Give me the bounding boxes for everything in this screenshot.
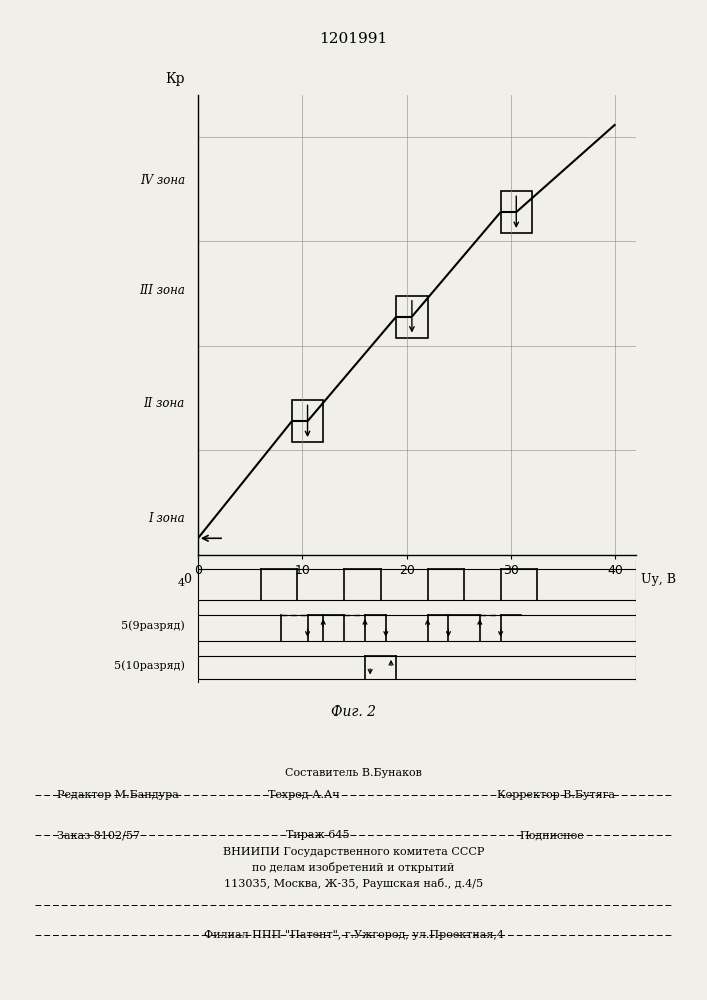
Text: Редактор М.Бандура: Редактор М.Бандура	[57, 790, 178, 800]
Text: Техред А.Ач: Техред А.Ач	[268, 790, 340, 800]
Text: ВНИИПИ Государственного комитета СССР: ВНИИПИ Государственного комитета СССР	[223, 847, 484, 857]
Text: III зона: III зона	[139, 284, 185, 297]
Text: Корректор В.Бутяга: Корректор В.Бутяга	[497, 790, 615, 800]
Bar	[501, 191, 532, 233]
Text: 4: 4	[177, 578, 185, 587]
Text: Филиал ППП "Патент", г.Ужгород, ул.Проектная,4: Филиал ППП "Патент", г.Ужгород, ул.Проек…	[204, 930, 503, 940]
Text: 5(10разряд): 5(10разряд)	[114, 660, 185, 671]
Text: Uу, В: Uу, В	[641, 573, 676, 586]
Text: 113035, Москва, Ж-35, Раушская наб., д.4/5: 113035, Москва, Ж-35, Раушская наб., д.4…	[224, 878, 483, 889]
Text: Тираж 645: Тираж 645	[286, 830, 350, 840]
Bar	[292, 400, 323, 442]
Text: 1201991: 1201991	[320, 32, 387, 46]
Text: Кр: Кр	[165, 72, 185, 86]
Text: по делам изобретений и открытий: по делам изобретений и открытий	[252, 862, 455, 873]
Text: Заказ 8102/57: Заказ 8102/57	[57, 830, 139, 840]
Text: 0: 0	[183, 573, 191, 586]
Text: I зона: I зона	[148, 512, 185, 525]
Text: 5(9разряд): 5(9разряд)	[121, 621, 185, 631]
Text: IV зона: IV зона	[140, 174, 185, 187]
Text: Фиг. 2: Фиг. 2	[331, 705, 376, 719]
Text: Составитель В.Бунаков: Составитель В.Бунаков	[285, 768, 422, 778]
Text: II зона: II зона	[144, 397, 185, 410]
Bar	[396, 296, 428, 338]
Text: Подписное: Подписное	[519, 830, 584, 840]
